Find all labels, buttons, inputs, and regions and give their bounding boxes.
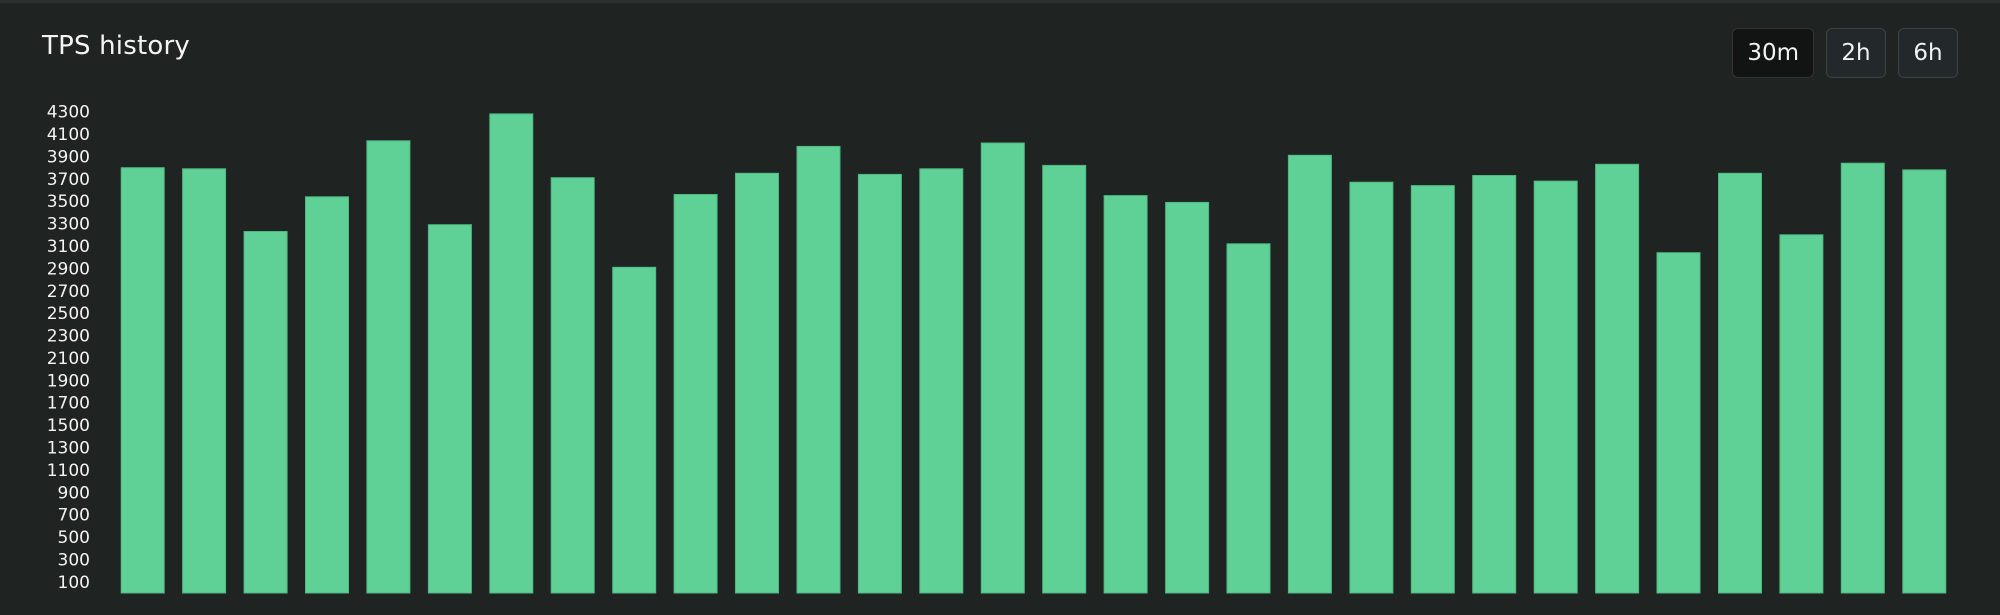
tps-bar-chart: 1003005007009001100130015001700190021002… (47, 103, 1947, 594)
bar-17[interactable] (1103, 195, 1148, 594)
y-tick-label: 3500 (47, 192, 90, 212)
y-tick-label: 2500 (47, 304, 90, 324)
y-tick-label: 500 (58, 528, 90, 548)
bar-5[interactable] (366, 140, 411, 594)
bar-1[interactable] (120, 167, 165, 594)
y-tick-label: 900 (58, 483, 90, 503)
bar-7[interactable] (489, 113, 534, 594)
y-tick-label: 3100 (47, 237, 90, 257)
bar-20[interactable] (1287, 154, 1332, 594)
y-tick-label: 1700 (47, 394, 90, 414)
y-tick-label: 1100 (47, 461, 90, 481)
y-tick-label: 1300 (47, 438, 90, 458)
range-button-2h[interactable]: 2h (1826, 28, 1886, 78)
bar-21[interactable] (1349, 181, 1394, 594)
bar-10[interactable] (673, 194, 718, 594)
range-button-30m[interactable]: 30m (1732, 28, 1814, 78)
range-button-6h[interactable]: 6h (1898, 28, 1958, 78)
y-tick-label: 2700 (47, 282, 90, 302)
y-tick-label: 3900 (47, 147, 90, 167)
bar-18[interactable] (1165, 201, 1210, 594)
y-tick-label: 2300 (47, 327, 90, 347)
bar-14[interactable] (919, 168, 964, 594)
bar-22[interactable] (1410, 185, 1455, 594)
y-tick-label: 2100 (47, 349, 90, 369)
bar-12[interactable] (796, 145, 841, 594)
bar-3[interactable] (243, 231, 288, 594)
bar-15[interactable] (980, 142, 1025, 594)
y-tick-label: 1900 (47, 371, 90, 391)
bar-27[interactable] (1718, 172, 1762, 594)
y-tick-label: 3300 (47, 215, 90, 235)
bar-11[interactable] (735, 172, 779, 594)
bar-25[interactable] (1595, 163, 1640, 594)
bar-8[interactable] (550, 177, 595, 594)
bar-19[interactable] (1226, 243, 1271, 594)
bar-28[interactable] (1779, 234, 1824, 594)
bar-13[interactable] (857, 173, 902, 594)
y-tick-label: 700 (58, 506, 90, 526)
bar-29[interactable] (1840, 162, 1885, 594)
bar-16[interactable] (1042, 164, 1087, 594)
bar-24[interactable] (1533, 180, 1578, 594)
y-tick-label: 2900 (47, 259, 90, 279)
bar-26[interactable] (1656, 252, 1701, 594)
time-range-selector: 30m 2h 6h (1732, 28, 1958, 78)
panel-title: TPS history (42, 31, 190, 61)
bar-2[interactable] (182, 168, 227, 594)
y-tick-label: 4300 (47, 103, 90, 123)
y-tick-label: 3700 (47, 170, 90, 190)
y-tick-label: 4100 (47, 125, 90, 145)
bar-4[interactable] (305, 196, 349, 594)
y-tick-label: 1500 (47, 416, 90, 436)
bar-6[interactable] (427, 224, 472, 594)
y-tick-label: 100 (58, 573, 90, 593)
bar-9[interactable] (612, 266, 657, 594)
bar-23[interactable] (1472, 175, 1517, 594)
bar-30[interactable] (1902, 169, 1947, 594)
y-tick-label: 300 (58, 550, 90, 570)
